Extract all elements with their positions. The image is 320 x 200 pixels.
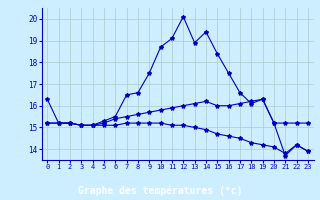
Text: Graphe des températures (°c): Graphe des températures (°c) <box>78 186 242 196</box>
